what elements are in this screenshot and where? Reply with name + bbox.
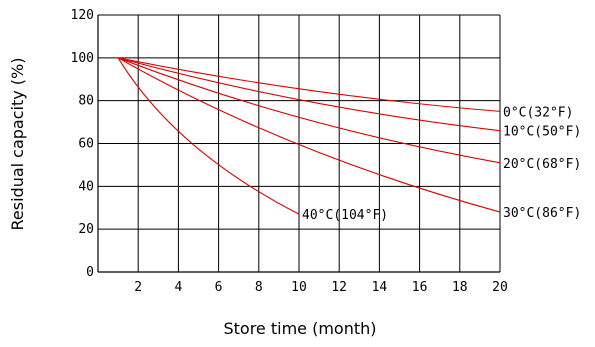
x-tick-label: 20 [492,280,508,295]
x-tick-label: 2 [134,280,142,295]
series-line [117,57,501,213]
y-tick-label: 120 [71,8,94,23]
series-line [117,57,501,164]
series-label: 0°C(32°F) [503,105,573,120]
x-tick-label: 18 [452,280,468,295]
series-line [117,57,501,132]
y-tick-labels: 0 20 40 60 80 100 120 [71,8,94,280]
series-label: 10°C(50°F) [503,125,581,140]
y-tick-label: 100 [71,51,94,66]
y-tick-label: 60 [78,137,94,152]
series-label: 40°C(104°F) [302,208,388,223]
x-tick-label: 12 [331,280,347,295]
series-label: 30°C(86°F) [503,206,581,221]
x-tick-label: 10 [291,280,307,295]
grid [98,14,501,273]
y-tick-label: 80 [78,94,94,109]
series-label: 20°C(68°F) [503,157,581,172]
y-tick-label: 20 [78,222,94,237]
x-tick-label: 6 [215,280,223,295]
x-axis-title: Store time (month) [223,319,376,338]
x-tick-labels: 2 4 6 8 10 12 14 16 18 20 [134,280,508,295]
y-tick-label: 0 [86,265,94,280]
y-axis-title: Residual capacity (%) [8,58,27,231]
series-line [117,57,300,215]
series-line [117,57,501,112]
x-tick-label: 14 [372,280,388,295]
x-tick-label: 16 [412,280,428,295]
x-tick-label: 4 [174,280,182,295]
series-labels: 0°C(32°F) 10°C(50°F) 20°C(68°F) 30°C(86°F) 4… [302,105,581,223]
y-tick-label: 40 [78,179,94,194]
axes [97,15,500,273]
series-group [117,57,501,215]
x-tick-label: 8 [255,280,263,295]
